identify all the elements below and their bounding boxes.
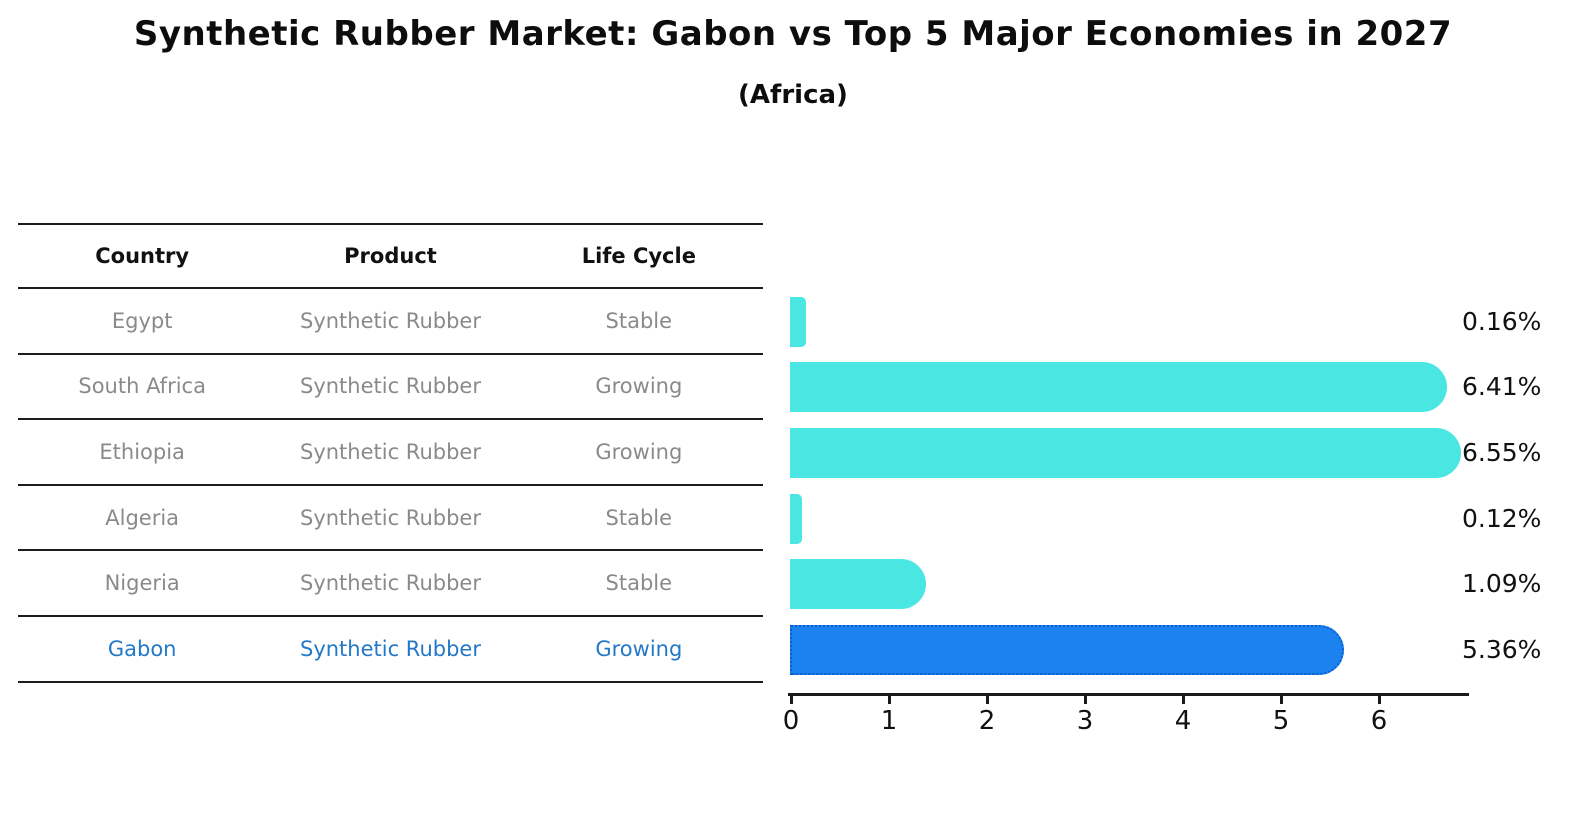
cell-product: Synthetic Rubber	[299, 636, 481, 661]
table-row-gabon: Gabon Synthetic Rubber Growing	[18, 617, 763, 683]
cell-product: Synthetic Rubber	[299, 505, 481, 530]
bar-ethiopia[interactable]	[790, 428, 1461, 479]
x-tick-mark-3	[1084, 693, 1087, 704]
x-tick-mark-4	[1182, 693, 1185, 704]
table-body: Egypt Synthetic Rubber Stable South Africa S…	[18, 289, 763, 683]
x-tick-label-3: 3	[1076, 706, 1094, 736]
x-tick-mark-0	[790, 693, 793, 704]
cell-product: Synthetic Rubber	[299, 308, 481, 333]
x-tick-label-0: 0	[782, 706, 800, 736]
cell-country: Algeria	[105, 505, 180, 530]
value-label-ethiopia: 6.55%	[1462, 438, 1542, 468]
x-tick-label-4: 4	[1174, 706, 1192, 736]
x-tick-label-2: 2	[978, 706, 996, 736]
cell-country: Gabon	[107, 636, 177, 661]
column-header-life-cycle: Life Cycle	[581, 244, 696, 268]
cell-country: Nigeria	[104, 571, 180, 596]
cell-life-cycle: Stable	[605, 505, 673, 530]
value-label-gabon: 5.36%	[1462, 635, 1542, 665]
table-row-algeria: Algeria Synthetic Rubber Stable	[18, 486, 763, 552]
cell-life-cycle: Stable	[605, 308, 673, 333]
value-label-algeria: 0.12%	[1462, 503, 1542, 533]
bar-algeria[interactable]	[790, 493, 802, 544]
column-header-product: Product	[344, 244, 437, 268]
bar-egypt[interactable]	[790, 296, 806, 347]
bar-gabon[interactable]	[790, 625, 1344, 676]
bar-nigeria[interactable]	[790, 559, 926, 610]
x-axis-line	[788, 693, 1469, 696]
table-row-nigeria: Nigeria Synthetic Rubber Stable	[18, 551, 763, 617]
value-label-egypt: 0.16%	[1462, 306, 1542, 336]
x-tick-mark-5	[1280, 693, 1283, 704]
x-tick-label-5: 5	[1272, 706, 1290, 736]
x-tick-mark-2	[986, 693, 989, 704]
table-row-ethiopia: Ethiopia Synthetic Rubber Growing	[18, 420, 763, 486]
cell-life-cycle: Growing	[595, 636, 683, 661]
x-tick-label-1: 1	[880, 706, 898, 736]
bar-south-africa[interactable]	[790, 362, 1447, 413]
cell-country: Egypt	[111, 308, 173, 333]
table-row-south-africa: South Africa Synthetic Rubber Growing	[18, 355, 763, 421]
column-header-country: Country	[95, 244, 190, 268]
table-header-row: Country Product Life Cycle	[18, 223, 763, 289]
x-tick-label-6: 6	[1370, 706, 1388, 736]
value-label-nigeria: 1.09%	[1462, 569, 1542, 599]
cell-product: Synthetic Rubber	[299, 571, 481, 596]
cell-life-cycle: Growing	[595, 374, 683, 399]
table-row-egypt: Egypt Synthetic Rubber Stable	[18, 289, 763, 355]
cell-country: Ethiopia	[99, 439, 185, 464]
cell-product: Synthetic Rubber	[299, 439, 481, 464]
chart-title: Synthetic Rubber Market: Gabon vs Top 5 …	[133, 14, 1453, 54]
cell-life-cycle: Stable	[605, 571, 673, 596]
country-table: Country Product Life Cycle Egypt Syntheti…	[18, 223, 763, 683]
x-tick-mark-1	[888, 693, 891, 704]
value-label-south-africa: 6.41%	[1462, 372, 1542, 402]
cell-product: Synthetic Rubber	[299, 374, 481, 399]
cell-country: South Africa	[78, 374, 206, 399]
chart-subtitle: (Africa)	[738, 80, 848, 110]
x-tick-mark-6	[1378, 693, 1381, 704]
cell-life-cycle: Growing	[595, 439, 683, 464]
